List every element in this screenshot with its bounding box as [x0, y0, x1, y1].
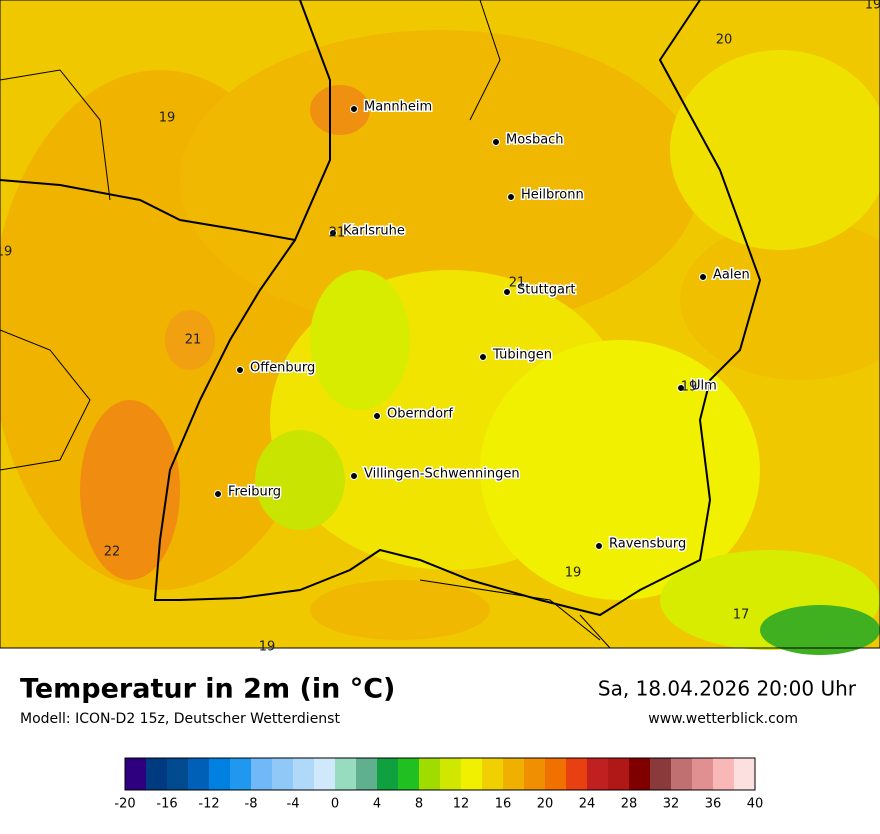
color-swatch: [314, 758, 335, 790]
city-dot: [507, 193, 515, 201]
colorbar-frame: [124, 757, 756, 791]
city-label: Heilbronn: [521, 188, 584, 203]
color-swatch: [461, 758, 482, 790]
colorbar-tick: -16: [156, 797, 177, 812]
map-value: 21: [329, 226, 346, 241]
map-value: 19: [565, 566, 582, 581]
city-label: Karlsruhe: [343, 224, 405, 239]
colorbar-tick: -12: [198, 797, 219, 812]
color-swatch: [146, 758, 167, 790]
color-swatch: [167, 758, 188, 790]
color-swatch: [587, 758, 608, 790]
color-swatch: [713, 758, 734, 790]
city-dot: [492, 138, 500, 146]
map-value: 19: [159, 111, 176, 126]
map-value: 19: [681, 380, 698, 395]
colorbar-tick: 24: [579, 797, 596, 812]
color-swatch: [734, 758, 755, 790]
map-value: 19: [0, 245, 12, 260]
city-dot: [236, 366, 244, 374]
title: Temperatur in 2m (in °C): [20, 674, 395, 705]
color-swatch: [650, 758, 671, 790]
datetime: Sa, 18.04.2026 20:00 Uhr: [598, 677, 857, 701]
color-swatch: [398, 758, 419, 790]
city-label: Freiburg: [228, 485, 281, 500]
city-label: Mosbach: [506, 133, 564, 148]
colorbar-tick: -4: [287, 797, 300, 812]
color-swatch: [335, 758, 356, 790]
map-value: 19: [259, 640, 276, 655]
map-value: 20: [716, 33, 733, 48]
colorbar-tick: 32: [663, 797, 680, 812]
color-swatch: [272, 758, 293, 790]
color-swatch: [125, 758, 146, 790]
color-swatch: [482, 758, 503, 790]
city-label: Oberndorf: [387, 407, 453, 422]
colorbar-tick: 40: [747, 797, 764, 812]
city-label: Stuttgart: [517, 283, 575, 298]
city-dot: [214, 490, 222, 498]
color-swatch: [293, 758, 314, 790]
color-swatch: [524, 758, 545, 790]
color-swatch: [671, 758, 692, 790]
color-swatch: [419, 758, 440, 790]
color-swatch: [566, 758, 587, 790]
city-label: Aalen: [713, 268, 750, 283]
color-swatch: [188, 758, 209, 790]
colorbar-tick: 0: [331, 797, 339, 812]
color-swatch: [692, 758, 713, 790]
map-value: 21: [185, 333, 202, 348]
city-label: Ulm: [691, 379, 717, 394]
map: [0, 0, 880, 655]
city-label: Ravensburg: [609, 537, 686, 552]
city-dot: [350, 472, 358, 480]
color-swatch: [356, 758, 377, 790]
city-label: Tübingen: [492, 348, 552, 363]
colorbar-tick: -20: [114, 797, 135, 812]
city-dot: [595, 542, 603, 550]
city-dot: [503, 288, 511, 296]
color-swatch: [230, 758, 251, 790]
colorbar-tick: 12: [453, 797, 470, 812]
city-dot: [373, 412, 381, 420]
color-swatch: [440, 758, 461, 790]
city-label: Offenburg: [250, 361, 315, 376]
color-swatch: [377, 758, 398, 790]
color-swatch: [608, 758, 629, 790]
map-value: 21: [509, 276, 526, 291]
colorbar-tick: -8: [245, 797, 258, 812]
colorbar-tick: 16: [495, 797, 512, 812]
city-dot: [329, 229, 337, 237]
city-label: Mannheim: [364, 100, 432, 115]
color-swatch: [251, 758, 272, 790]
map-value: 22: [104, 545, 121, 560]
website: www.wetterblick.com: [648, 711, 798, 727]
city-label: Villingen-Schwenningen: [364, 467, 520, 482]
map-value: 19: [865, 0, 880, 13]
city-dot: [350, 105, 358, 113]
colorbar-tick: 36: [705, 797, 722, 812]
colorbar-tick: 4: [373, 797, 381, 812]
subtitle: Modell: ICON-D2 15z, Deutscher Wetterdie…: [20, 711, 340, 727]
colorbar-tick: 8: [415, 797, 423, 812]
color-swatch: [629, 758, 650, 790]
colorbar-tick: 28: [621, 797, 638, 812]
city-dot: [699, 273, 707, 281]
map-value: 17: [733, 608, 750, 623]
city-dot: [479, 353, 487, 361]
color-swatch: [545, 758, 566, 790]
city-dot: [677, 384, 685, 392]
color-swatch: [209, 758, 230, 790]
color-swatch: [503, 758, 524, 790]
colorbar-tick: 20: [537, 797, 554, 812]
